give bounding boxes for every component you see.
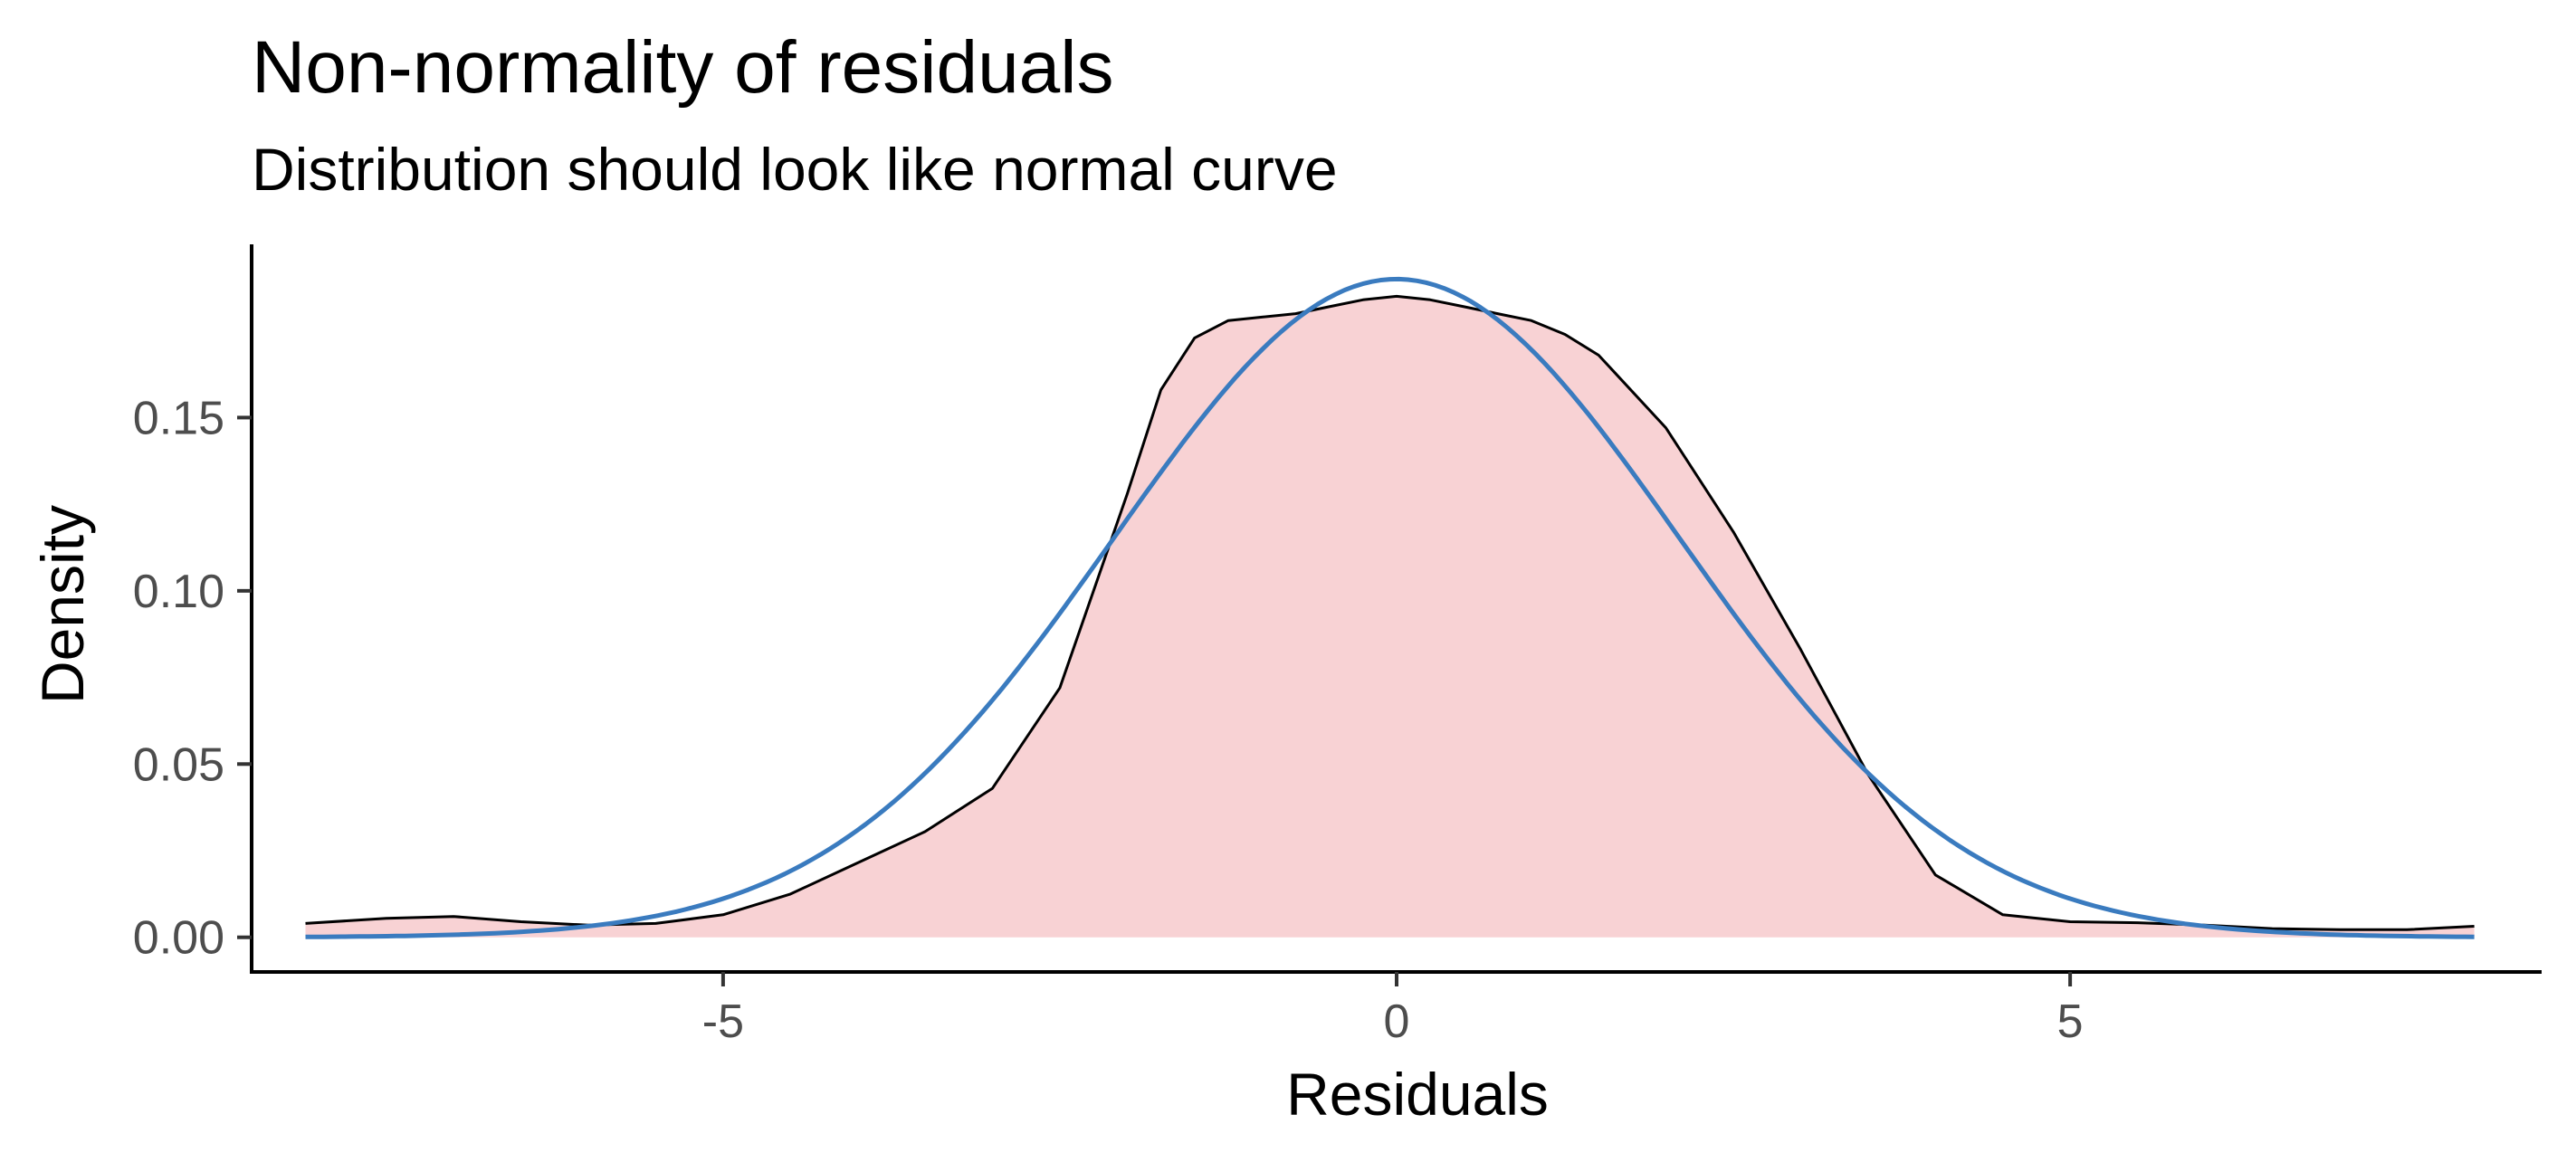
plot-panel <box>305 276 2475 939</box>
density-line <box>305 294 2475 931</box>
y-axis-title: Density <box>29 505 96 704</box>
y-tick-label: 0.00 <box>133 912 224 965</box>
density-area <box>305 296 2475 938</box>
x-axis-ticks: -5 0 5 <box>702 972 2084 1048</box>
chart-subtitle: Distribution should look like normal cur… <box>252 136 1338 203</box>
y-tick-label: 0.15 <box>133 392 224 444</box>
x-tick-label: 5 <box>2057 995 2084 1048</box>
y-axis-ticks: 0.00 0.05 0.10 0.15 <box>133 392 252 965</box>
x-tick-label: -5 <box>702 995 744 1048</box>
x-axis-title: Residuals <box>1286 1061 1549 1128</box>
y-tick-label: 0.10 <box>133 566 224 618</box>
x-tick-label: 0 <box>1384 995 1410 1048</box>
y-tick-label: 0.05 <box>133 738 224 791</box>
normal-curve-line <box>305 276 2475 939</box>
chart-title: Non-normality of residuals <box>252 26 1114 109</box>
